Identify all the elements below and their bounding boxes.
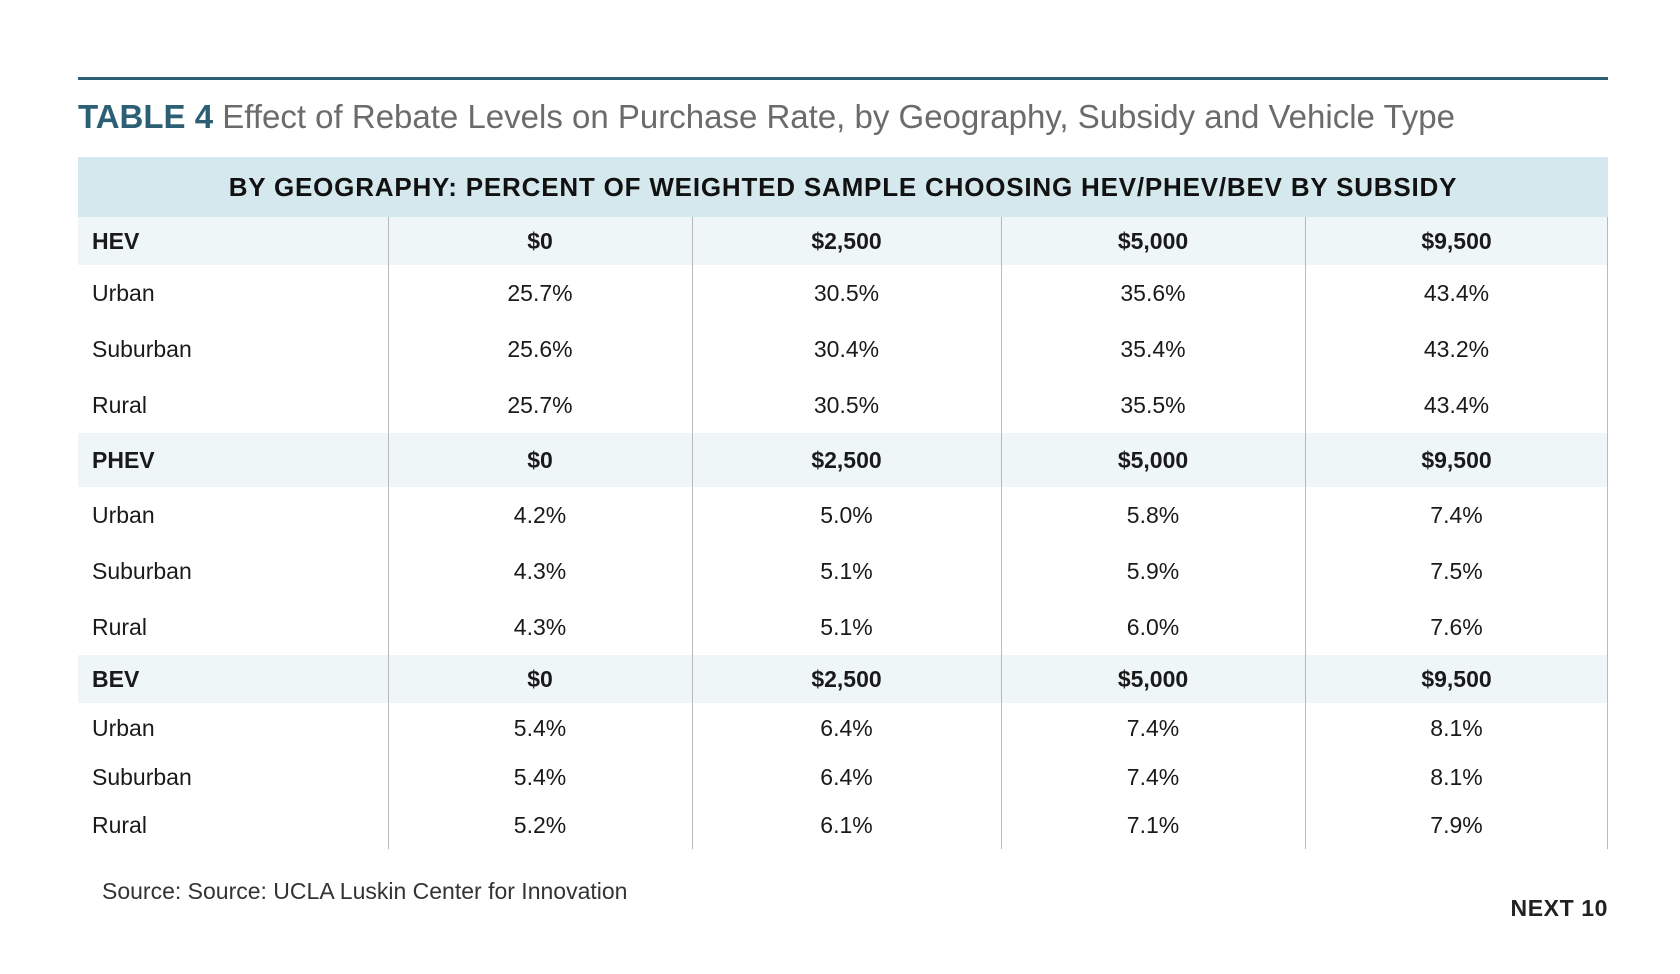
table-cell: 6.1% — [820, 811, 873, 838]
group-label: HEV — [92, 227, 140, 254]
column-divider — [692, 217, 693, 849]
column-header: $2,500 — [811, 665, 882, 692]
group-label: PHEV — [92, 446, 155, 473]
table-cell: 43.4% — [1423, 391, 1490, 418]
table-cell: 5.1% — [820, 557, 873, 584]
row-label: Urban — [92, 501, 155, 528]
column-header: $5,000 — [1117, 665, 1189, 692]
table-cell: 5.4% — [513, 714, 567, 741]
top-rule — [78, 77, 1608, 80]
table-cell: 25.6% — [507, 335, 573, 362]
table-cell: 35.6% — [1120, 279, 1186, 306]
table-cell: 35.5% — [1120, 391, 1186, 418]
table-row: Suburban 4.3% 5.1% 5.9% 7.5% — [78, 543, 1608, 599]
table-cell: 5.0% — [820, 501, 873, 528]
table-cell: 8.1% — [1430, 763, 1483, 790]
table-cell: 30.5% — [813, 391, 880, 418]
source-note: Source: Source: UCLA Luskin Center for I… — [102, 878, 628, 904]
column-header: $9,500 — [1421, 446, 1492, 473]
row-label: Suburban — [92, 335, 192, 362]
table-band-header: BY GEOGRAPHY: PERCENT OF WEIGHTED SAMPLE… — [78, 157, 1608, 217]
column-divider — [1001, 217, 1002, 849]
table-cell: 5.4% — [513, 763, 567, 790]
row-label: Suburban — [92, 557, 192, 584]
table-row: Urban 25.7% 30.5% 35.6% 43.4% — [78, 265, 1608, 321]
table-cell: 5.1% — [820, 613, 873, 640]
table-cell: 6.4% — [820, 714, 873, 741]
table-cell: 5.8% — [1126, 501, 1180, 528]
group-header-hev: HEV $0 $2,500 $5,000 $9,500 — [78, 217, 1608, 265]
table-cell: 7.4% — [1126, 763, 1180, 790]
table-row: Suburban 25.6% 30.4% 35.4% 43.2% — [78, 321, 1608, 377]
row-label: Suburban — [92, 763, 192, 790]
row-label: Rural — [92, 391, 147, 418]
table-title: TABLE 4 Effect of Rebate Levels on Purch… — [78, 97, 1608, 137]
row-label: Urban — [92, 279, 155, 306]
table-cell: 6.4% — [820, 763, 873, 790]
column-divider — [388, 217, 389, 849]
table-cell: 7.4% — [1126, 714, 1180, 741]
row-label: Rural — [92, 811, 147, 838]
table-cell: 6.0% — [1126, 613, 1180, 640]
table-cell: 7.1% — [1126, 811, 1180, 838]
column-header: $0 — [527, 227, 553, 254]
table-cell: 8.1% — [1430, 714, 1483, 741]
column-header: $5,000 — [1117, 227, 1189, 254]
group-header-phev: PHEV $0 $2,500 $5,000 $9,500 — [78, 433, 1608, 487]
table-row: Rural 4.3% 5.1% 6.0% 7.6% — [78, 599, 1608, 655]
table-cell: 35.4% — [1120, 335, 1186, 362]
table-row: Rural 5.2% 6.1% 7.1% 7.9% — [78, 801, 1608, 849]
column-header: $2,500 — [811, 446, 882, 473]
table-cell: 25.7% — [507, 391, 573, 418]
table-row: Urban 5.4% 6.4% 7.4% 8.1% — [78, 703, 1608, 753]
table-row: Suburban 5.4% 6.4% 7.4% 8.1% — [78, 753, 1608, 801]
table-cell: 4.3% — [513, 557, 567, 584]
group-label: BEV — [92, 665, 140, 692]
column-header: $9,500 — [1421, 665, 1492, 692]
table-number: TABLE 4 — [78, 98, 214, 135]
table-cell: 25.7% — [507, 279, 573, 306]
table-cell: 7.9% — [1430, 811, 1483, 838]
column-header: $0 — [527, 446, 553, 473]
table-cell: 7.5% — [1430, 557, 1483, 584]
table-cell: 7.4% — [1430, 501, 1483, 528]
table-cell: 4.3% — [513, 613, 567, 640]
row-label: Rural — [92, 613, 147, 640]
column-header: $9,500 — [1421, 227, 1492, 254]
column-header: $5,000 — [1117, 446, 1189, 473]
row-label: Urban — [92, 714, 155, 741]
table-cell: 30.5% — [813, 279, 880, 306]
data-table: HEV $0 $2,500 $5,000 $9,500 Urban 25.7% … — [78, 217, 1608, 849]
brand-logo-text: NEXT 10 — [1510, 895, 1608, 921]
table-caption: Effect of Rebate Levels on Purchase Rate… — [222, 98, 1456, 135]
table-cell: 7.6% — [1430, 613, 1483, 640]
table-cell: 30.4% — [813, 335, 880, 362]
table-cell: 43.2% — [1423, 335, 1490, 362]
column-header: $0 — [527, 665, 553, 692]
table-cell: 5.2% — [513, 811, 567, 838]
table-cell: 4.2% — [513, 501, 567, 528]
table-cell: 5.9% — [1126, 557, 1180, 584]
table-row: Rural 25.7% 30.5% 35.5% 43.4% — [78, 377, 1608, 433]
group-header-bev: BEV $0 $2,500 $5,000 $9,500 — [78, 655, 1608, 703]
table-cell: 43.4% — [1423, 279, 1490, 306]
table-row: Urban 4.2% 5.0% 5.8% 7.4% — [78, 487, 1608, 543]
column-divider — [1607, 217, 1608, 849]
column-divider — [1305, 217, 1306, 849]
column-header: $2,500 — [811, 227, 882, 254]
